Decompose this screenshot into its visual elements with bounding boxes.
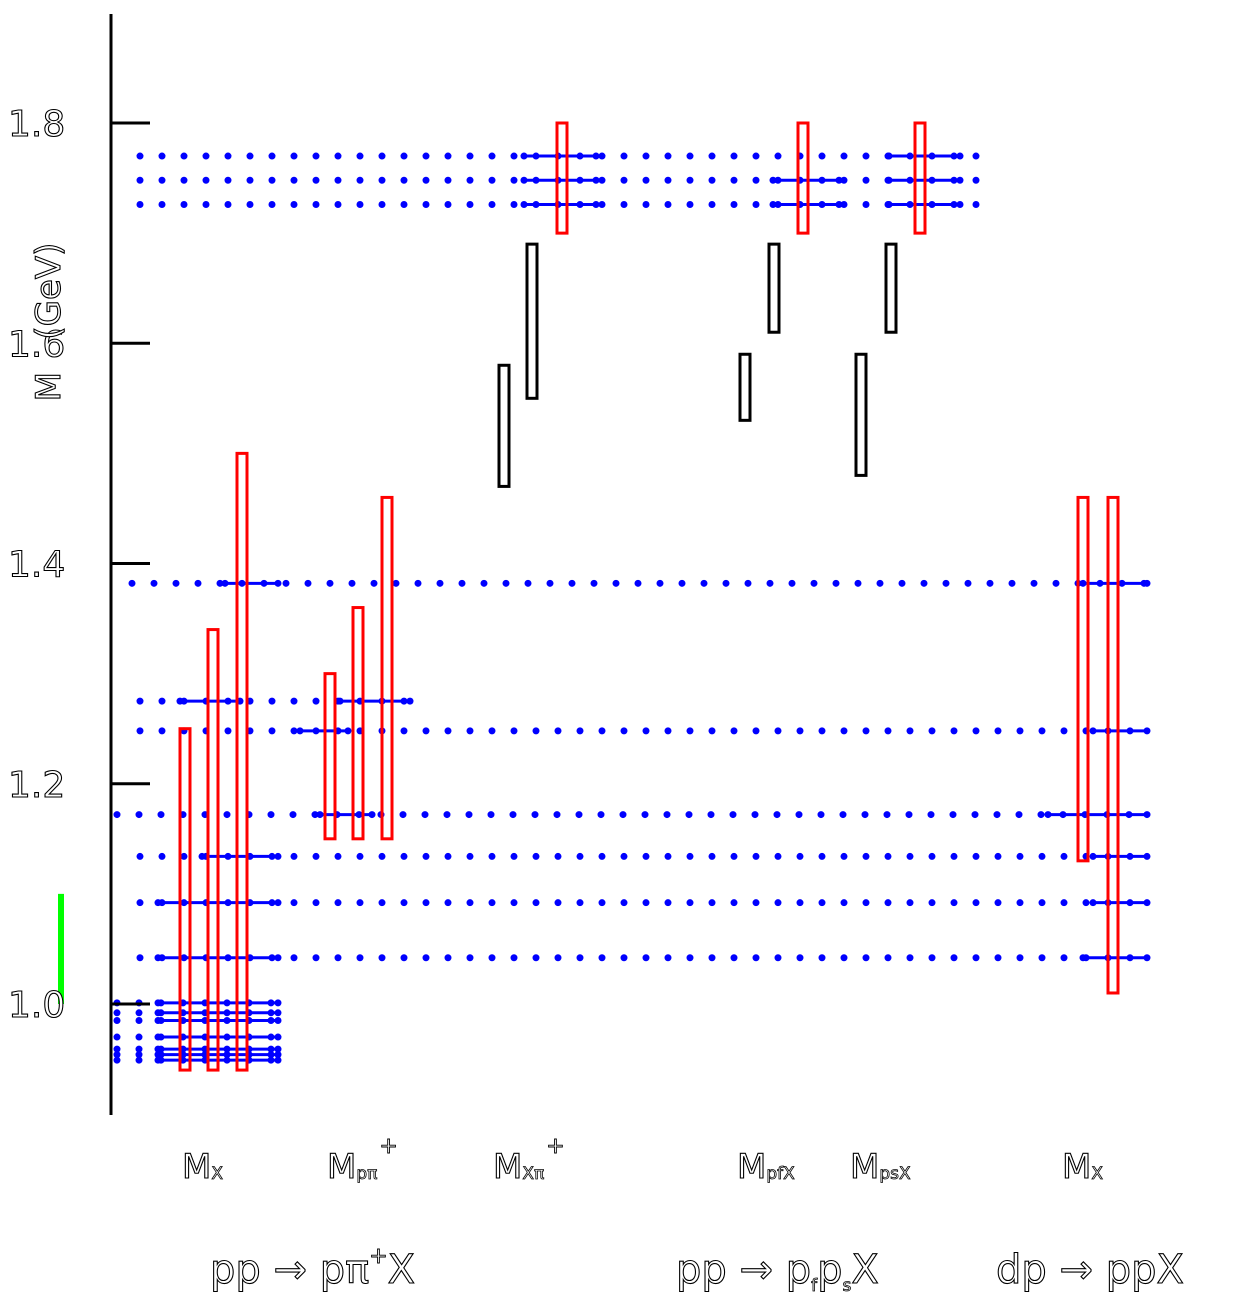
y-tick-label: 1.2 bbox=[8, 765, 65, 806]
segment-end-dot bbox=[885, 152, 893, 160]
segment-end-dot bbox=[316, 811, 324, 819]
segment-end-dot bbox=[956, 176, 964, 184]
segment-end-dot bbox=[154, 1045, 162, 1053]
segment-end-dot bbox=[1089, 852, 1097, 860]
column-labels: MX Mpπ+ MXπ+ MpfX MpsX MX bbox=[181, 1134, 1103, 1188]
column-label: MpfX bbox=[737, 1147, 795, 1187]
y-tick-label: 1.4 bbox=[8, 545, 65, 586]
segment-end-dot bbox=[1143, 852, 1151, 860]
y-tick-label: 1.6 bbox=[8, 324, 65, 365]
segment-end-dot bbox=[154, 1017, 162, 1025]
mass-window bbox=[796, 121, 810, 235]
mass-window bbox=[884, 242, 898, 334]
segment-end-dot bbox=[274, 1009, 282, 1017]
y-axis-title: M (GeV) bbox=[29, 243, 69, 402]
segment-end-dot bbox=[1143, 727, 1151, 735]
segment-end-dot bbox=[520, 176, 528, 184]
mass-window bbox=[1106, 495, 1120, 995]
mass-window bbox=[206, 628, 220, 1072]
mass-windows bbox=[178, 121, 1120, 1072]
segment-end-dot bbox=[368, 811, 376, 819]
segment-end-dot bbox=[154, 899, 162, 907]
segment-end-dot bbox=[1089, 899, 1097, 907]
process-labels: pp → pπ+X pp → pfpsX dp → ppX bbox=[209, 1244, 1184, 1296]
segment-end-dot bbox=[274, 1045, 282, 1053]
segment-end-dot bbox=[344, 727, 352, 735]
segment-end-dot bbox=[274, 999, 282, 1007]
segment-end-dot bbox=[221, 579, 229, 587]
segment-end-dot bbox=[336, 697, 344, 705]
segment-end-dot bbox=[592, 200, 600, 208]
y-tick-labels: 1.0 1.2 1.4 1.6 1.8 bbox=[7, 103, 65, 1026]
mass-window bbox=[380, 495, 394, 841]
segment-end-dot bbox=[274, 954, 282, 962]
mass-window bbox=[913, 121, 927, 235]
segment-end-dot bbox=[154, 1051, 162, 1059]
mass-window bbox=[178, 727, 192, 1072]
segment-end-dot bbox=[1079, 579, 1087, 587]
segment-end-dot bbox=[154, 1009, 162, 1017]
column-label: MX bbox=[182, 1147, 223, 1187]
segment-end-dot bbox=[592, 152, 600, 160]
segment-end-dot bbox=[176, 697, 184, 705]
process-label: dp → ppX bbox=[996, 1247, 1184, 1293]
y-tick-label: 1.8 bbox=[8, 104, 65, 145]
segment-end-dot bbox=[406, 697, 414, 705]
segment-end-dot bbox=[885, 200, 893, 208]
segment-end-dot bbox=[274, 1056, 282, 1064]
segment-end-dot bbox=[835, 176, 843, 184]
segment-end-dot bbox=[1079, 954, 1087, 962]
segment-end-dot bbox=[154, 999, 162, 1007]
segment-end-dot bbox=[956, 200, 964, 208]
segment-end-dot bbox=[274, 1033, 282, 1041]
segment-end-dot bbox=[274, 1017, 282, 1025]
dotted-levels bbox=[113, 152, 1151, 1064]
mass-window bbox=[351, 606, 365, 841]
mass-window bbox=[323, 672, 337, 841]
column-label: MX bbox=[1062, 1147, 1103, 1187]
segment-end-dot bbox=[296, 727, 304, 735]
segment-end-dot bbox=[520, 152, 528, 160]
segment-end-dot bbox=[198, 852, 206, 860]
segment-end-dot bbox=[769, 176, 777, 184]
segment-end-dot bbox=[592, 176, 600, 184]
segment-end-dot bbox=[520, 200, 528, 208]
segment-end-dot bbox=[1044, 811, 1052, 819]
segment-end-dot bbox=[274, 852, 282, 860]
segment-end-dot bbox=[274, 899, 282, 907]
mass-window bbox=[497, 363, 511, 488]
segment-end-dot bbox=[769, 200, 777, 208]
mass-window bbox=[235, 451, 249, 1072]
mass-window bbox=[525, 242, 539, 400]
segment-end-dot bbox=[885, 176, 893, 184]
process-label: pp → pfpsX bbox=[676, 1247, 879, 1296]
segment-end-dot bbox=[1143, 579, 1151, 587]
segment-end-dot bbox=[1089, 727, 1097, 735]
segment-end-dot bbox=[274, 579, 282, 587]
segment-end-dot bbox=[274, 1051, 282, 1059]
y-tick-label: 1.0 bbox=[8, 985, 65, 1026]
mass-window bbox=[738, 352, 752, 422]
segment-end-dot bbox=[1143, 811, 1151, 819]
process-label: pp → pπ+X bbox=[210, 1244, 415, 1293]
mass-window bbox=[555, 121, 569, 235]
column-label: MpsX bbox=[850, 1147, 911, 1187]
segment-end-dot bbox=[1143, 954, 1151, 962]
y-axis bbox=[109, 14, 150, 1115]
segment-end-dot bbox=[956, 152, 964, 160]
segment-end-dot bbox=[154, 1056, 162, 1064]
mass-window bbox=[767, 242, 781, 334]
segment-end-dot bbox=[154, 954, 162, 962]
mass-window bbox=[1076, 495, 1090, 863]
segment-end-dot bbox=[154, 1033, 162, 1041]
segment-end-dot bbox=[835, 200, 843, 208]
level-segments bbox=[154, 152, 1151, 1064]
column-label: MXπ+ bbox=[493, 1134, 565, 1187]
segment-end-dot bbox=[1143, 899, 1151, 907]
column-label: Mpπ+ bbox=[327, 1134, 398, 1187]
mass-window bbox=[854, 352, 868, 477]
